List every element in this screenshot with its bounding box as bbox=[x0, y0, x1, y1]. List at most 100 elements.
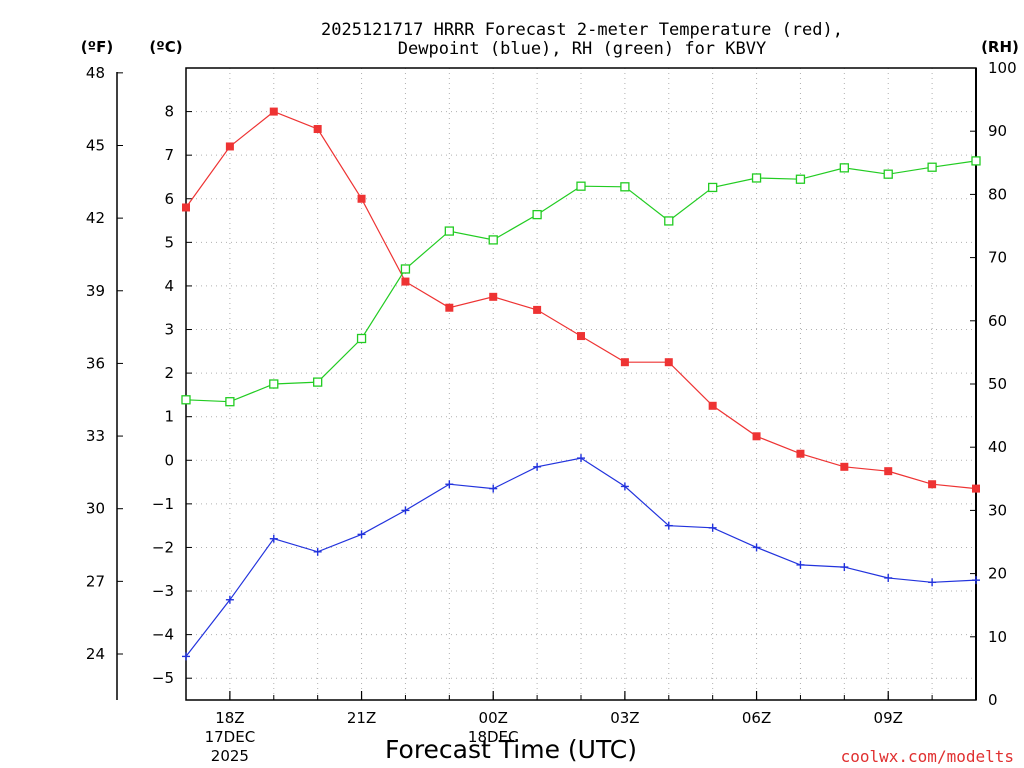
2-meter-temperature-point bbox=[313, 125, 322, 134]
2-meter-temperature-point bbox=[489, 292, 498, 301]
2-meter-temperature-point bbox=[972, 484, 980, 493]
dewpoint-point bbox=[884, 573, 893, 582]
celsius-tick-label: −1 bbox=[152, 495, 174, 513]
rh-point bbox=[708, 182, 718, 193]
dewpoint-point bbox=[182, 652, 190, 661]
x-date-label: 17DEC bbox=[205, 728, 256, 746]
rh-point bbox=[488, 235, 498, 245]
fahrenheit-tick-label: 27 bbox=[86, 572, 105, 590]
fahrenheit-tick-label: 45 bbox=[86, 136, 105, 154]
dewpoint-point bbox=[708, 523, 717, 532]
2-meter-temperature-point bbox=[225, 142, 234, 151]
dewpoint-point bbox=[269, 534, 278, 543]
rh-tick-label: 100 bbox=[988, 59, 1017, 77]
celsius-tick-label: 2 bbox=[164, 364, 174, 382]
celsius-tick-label: 7 bbox=[164, 146, 174, 164]
2-meter-temperature-point bbox=[533, 305, 542, 314]
rh-point bbox=[576, 181, 586, 191]
celsius-tick-label: −4 bbox=[152, 626, 174, 644]
celsius-tick-label: −3 bbox=[152, 582, 174, 600]
rh-point bbox=[444, 226, 454, 236]
celsius-tick-label: −5 bbox=[152, 669, 174, 687]
celsius-tick-label: −2 bbox=[152, 538, 174, 556]
rh-point bbox=[225, 397, 235, 407]
dewpoint-point bbox=[225, 595, 234, 604]
rh-point bbox=[532, 209, 542, 220]
celsius-unit-label: (ºC) bbox=[149, 38, 182, 56]
dewpoint-point bbox=[928, 578, 937, 587]
fahrenheit-tick-label: 24 bbox=[86, 645, 105, 663]
rh-point bbox=[751, 173, 762, 183]
2-meter-temperature-point bbox=[182, 203, 190, 212]
rh-point bbox=[883, 169, 893, 179]
rh-tick-label: 40 bbox=[988, 438, 1007, 456]
fahrenheit-tick-label: 39 bbox=[86, 282, 105, 300]
dewpoint-point bbox=[840, 563, 849, 572]
dewpoint-point bbox=[620, 482, 629, 491]
fahrenheit-tick-label: 30 bbox=[86, 500, 105, 518]
x-tick-label: 09Z bbox=[874, 709, 903, 727]
rh-point bbox=[313, 377, 323, 387]
celsius-tick-label: 0 bbox=[164, 451, 174, 469]
celsius-tick-label: 3 bbox=[164, 321, 174, 339]
x-date-label: 2025 bbox=[211, 747, 249, 765]
2-meter-temperature-point bbox=[577, 332, 585, 341]
celsius-tick-label: 8 bbox=[164, 103, 174, 121]
dewpoint-point bbox=[533, 462, 542, 471]
fahrenheit-tick-label: 36 bbox=[86, 354, 105, 372]
rh-tick-label: 30 bbox=[988, 501, 1007, 519]
celsius-tick-label: 5 bbox=[164, 233, 174, 251]
chart-title-line2: Dewpoint (blue), RH (green) for KBVY bbox=[398, 39, 766, 59]
rh-tick-label: 70 bbox=[988, 249, 1007, 267]
dewpoint-point bbox=[401, 506, 410, 515]
rh-point bbox=[269, 379, 279, 389]
dewpoint-point bbox=[489, 484, 498, 493]
rh-point bbox=[795, 174, 806, 184]
credit-label: coolwx.com/modelts bbox=[841, 747, 1014, 766]
rh-point bbox=[400, 264, 411, 274]
rh-point bbox=[927, 162, 937, 172]
rh-line bbox=[185, 160, 977, 403]
rh-tick-label: 10 bbox=[988, 628, 1007, 646]
x-tick-label: 21Z bbox=[347, 709, 376, 727]
dewpoint-point bbox=[752, 543, 761, 552]
x-tick-label: 00Z bbox=[479, 709, 508, 727]
rh-tick-label: 80 bbox=[988, 185, 1007, 203]
2-meter-temperature-point bbox=[840, 462, 849, 471]
dewpoint-point bbox=[357, 530, 366, 539]
rh-tick-label: 20 bbox=[988, 565, 1007, 583]
rh-tick-label: 0 bbox=[988, 691, 998, 709]
fahrenheit-tick-label: 33 bbox=[86, 427, 105, 445]
rh-point bbox=[839, 163, 849, 173]
2-meter-temperature-point bbox=[796, 449, 805, 458]
grid-layer bbox=[185, 68, 977, 700]
2-meter-temperature-point bbox=[357, 194, 366, 203]
fahrenheit-tick-label: 48 bbox=[86, 64, 105, 82]
dewpoint-point bbox=[796, 560, 805, 569]
rh-tick-label: 50 bbox=[988, 375, 1007, 393]
rh-point bbox=[971, 156, 981, 166]
2-meter-temperature-point bbox=[928, 480, 937, 489]
x-tick-label: 06Z bbox=[742, 709, 771, 727]
celsius-tick-label: 6 bbox=[164, 190, 174, 208]
celsius-tick-label: 4 bbox=[164, 277, 174, 295]
x-tick-label: 03Z bbox=[610, 709, 639, 727]
dewpoint-point bbox=[972, 576, 980, 585]
series-layer bbox=[181, 107, 981, 661]
dewpoint-point bbox=[313, 547, 322, 556]
rh-point bbox=[356, 333, 367, 344]
x-date-label: 18DEC bbox=[468, 728, 519, 746]
fahrenheit-tick-label: 42 bbox=[86, 209, 105, 227]
dewpoint-line bbox=[185, 457, 977, 657]
2-meter-temperature-point bbox=[620, 358, 629, 367]
2-meter-temperature-point bbox=[708, 401, 717, 410]
celsius-tick-label: 1 bbox=[164, 408, 174, 426]
rh-point bbox=[664, 216, 674, 226]
dewpoint-point bbox=[664, 521, 673, 530]
rh-tick-label: 60 bbox=[988, 312, 1007, 330]
rh-point bbox=[181, 395, 191, 405]
rh-tick-label: 90 bbox=[988, 122, 1007, 140]
2-meter-temperature-point bbox=[664, 358, 673, 367]
2-meter-temperature-point bbox=[752, 432, 761, 441]
